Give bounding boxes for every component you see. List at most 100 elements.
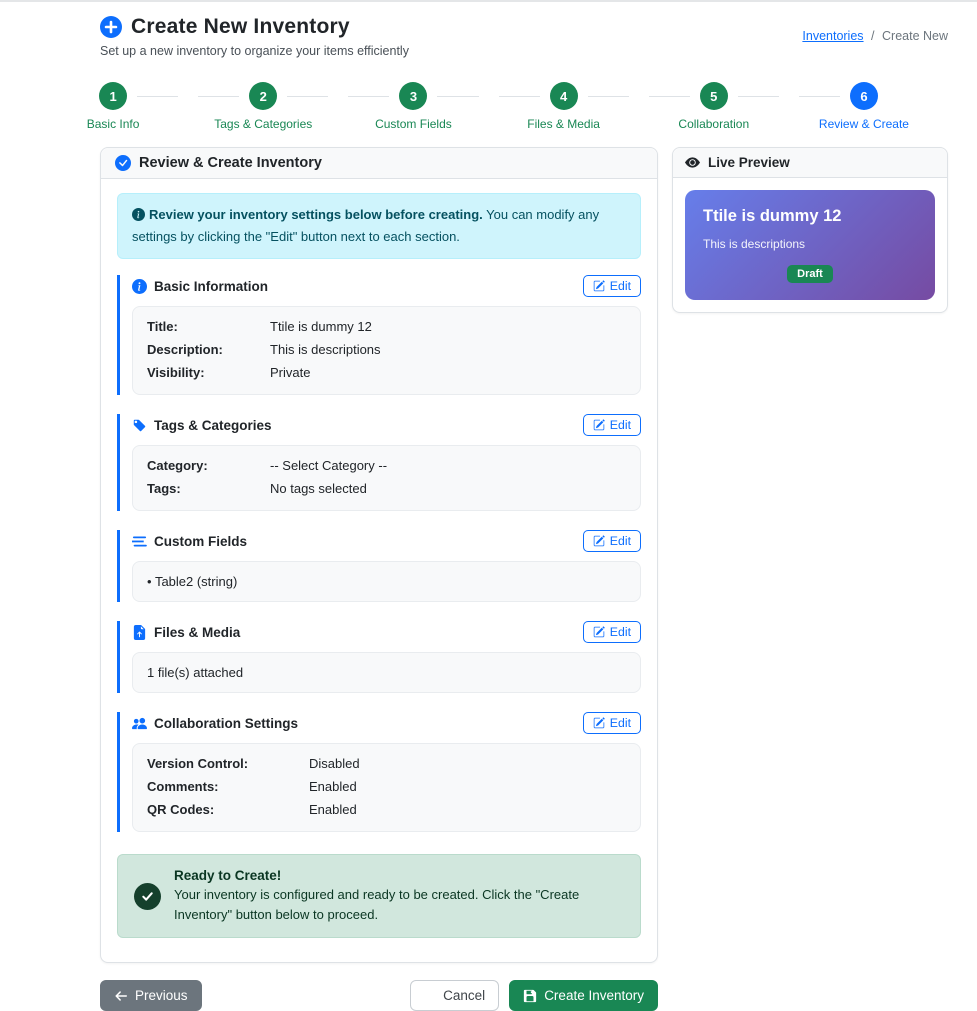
arrow-left-icon	[115, 991, 127, 1001]
edit-collaboration-button[interactable]: Edit	[582, 712, 641, 735]
step-circle: 2	[249, 82, 278, 110]
kv-row-comments: Comments: Enabled	[147, 779, 626, 794]
info-circle-icon	[132, 207, 145, 227]
kv-value: Private	[270, 365, 311, 381]
kv-value: This is descriptions	[270, 342, 381, 358]
kv-row-visibility: Visibility: Private	[147, 365, 626, 380]
step-circle: 3	[399, 82, 428, 110]
collaboration-box: Version Control: Disabled Comments: Enable…	[132, 743, 641, 833]
kv-row-tags: Tags: No tags selected	[147, 481, 626, 496]
step-connector	[287, 95, 329, 97]
kv-label: QR Codes:	[147, 802, 215, 818]
edit-icon	[593, 626, 605, 638]
users-icon	[132, 716, 147, 731]
kv-row-title: Title: Ttile is dummy 12	[147, 319, 626, 334]
x-icon	[426, 992, 434, 1000]
check-circle-icon	[115, 155, 131, 171]
edit-icon	[593, 280, 605, 292]
kv-label: Title:	[147, 319, 178, 335]
step-4-files-media[interactable]: 4 Files & Media	[489, 82, 639, 131]
breadcrumb-current: Create New	[882, 29, 948, 43]
section-custom-fields: Custom Fields Edit Table2 (string)	[117, 530, 641, 603]
section-tags-categories: Tags & Categories Edit Category: -- Selec…	[117, 414, 641, 512]
step-1-basic-info[interactable]: 1 Basic Info	[38, 82, 188, 131]
step-3-custom-fields[interactable]: 3 Custom Fields	[338, 82, 488, 131]
breadcrumb-separator: /	[871, 29, 875, 43]
ready-alert-title: Ready to Create!	[174, 868, 282, 884]
kv-value: Ttile is dummy 12	[270, 319, 372, 335]
kv-value: -- Select Category --	[270, 458, 388, 474]
save-icon	[524, 989, 537, 1002]
edit-tags-categories-button[interactable]: Edit	[582, 414, 641, 437]
kv-value: Enabled	[309, 779, 357, 795]
step-label: Collaboration	[678, 117, 750, 131]
step-label: Basic Info	[86, 117, 140, 131]
section-collaboration-settings: Collaboration Settings Edit Version Cont…	[117, 712, 641, 833]
create-inventory-button[interactable]: Create Inventory	[509, 980, 658, 1011]
files-attached-text: 1 file(s) attached	[147, 665, 244, 681]
step-connector	[648, 95, 690, 97]
step-label: Review & Create	[818, 117, 909, 131]
custom-fields-box: Table2 (string)	[132, 561, 641, 603]
step-5-collaboration[interactable]: 5 Collaboration	[639, 82, 789, 131]
kv-label: Comments:	[147, 779, 219, 795]
tags-categories-box: Category: -- Select Category -- Tags: No t…	[132, 445, 641, 512]
section-title: Basic Information	[154, 278, 269, 294]
cancel-button[interactable]: Cancel	[410, 980, 500, 1011]
step-2-tags-categories[interactable]: 2 Tags & Categories	[188, 82, 338, 131]
draft-status-badge: Draft	[787, 265, 833, 283]
live-preview-title: Live Preview	[708, 155, 790, 170]
inventory-preview-card: Ttile is dummy 12 This is descriptions D…	[685, 190, 935, 300]
step-connector	[737, 95, 779, 97]
previous-button[interactable]: Previous	[100, 980, 202, 1011]
section-files-media: Files & Media Edit 1 file(s) attached	[117, 621, 641, 694]
basic-info-box: Title: Ttile is dummy 12 Description: This…	[132, 306, 641, 396]
step-circle: 1	[99, 82, 128, 110]
edit-icon	[593, 717, 605, 729]
kv-value: No tags selected	[270, 481, 367, 497]
live-preview-card: Live Preview Ttile is dummy 12 This is d…	[672, 147, 948, 313]
edit-custom-fields-button[interactable]: Edit	[582, 530, 641, 553]
ready-alert-text-block: Ready to Create! Your inventory is confi…	[174, 868, 624, 924]
info-alert-text: You can modify any settings by clicking …	[132, 207, 600, 245]
section-title: Collaboration Settings	[154, 715, 299, 731]
title-block: Create New Inventory Set up a new invent…	[100, 15, 409, 58]
kv-row-category: Category: -- Select Category --	[147, 458, 626, 473]
kv-label: Category:	[147, 458, 208, 474]
step-connector	[798, 95, 840, 97]
ready-alert-text: Your inventory is configured and ready t…	[174, 887, 580, 922]
kv-label: Version Control:	[147, 756, 249, 772]
info-alert-bold: Review your inventory settings below bef…	[149, 207, 483, 222]
step-connector	[198, 95, 240, 97]
review-card-title: Review & Create Inventory	[139, 155, 322, 171]
tag-icon	[132, 418, 147, 433]
kv-row-version-control: Version Control: Disabled	[147, 756, 626, 771]
step-connector	[137, 95, 179, 97]
step-circle: 4	[549, 82, 578, 110]
step-circle: 6	[849, 82, 878, 110]
live-preview-header: Live Preview	[673, 148, 947, 178]
edit-files-media-button[interactable]: Edit	[582, 621, 641, 644]
kv-row-qr-codes: QR Codes: Enabled	[147, 802, 626, 817]
review-card-header: Review & Create Inventory	[101, 148, 657, 179]
wizard-footer: Previous Cancel Create Inventory	[100, 980, 658, 1011]
preview-inventory-title: Ttile is dummy 12	[703, 207, 842, 225]
step-circle: 5	[699, 82, 728, 110]
step-connector	[437, 95, 479, 97]
step-6-review-create[interactable]: 6 Review & Create	[789, 82, 939, 131]
section-title: Tags & Categories	[154, 417, 272, 433]
eye-icon	[685, 155, 700, 170]
edit-basic-info-button[interactable]: Edit	[582, 275, 641, 298]
file-upload-icon	[132, 624, 147, 640]
sliders-icon	[132, 534, 147, 549]
preview-inventory-description: This is descriptions	[703, 237, 806, 251]
edit-icon	[593, 419, 605, 431]
page-header: Create New Inventory Set up a new invent…	[0, 15, 977, 58]
kv-label: Tags:	[147, 481, 181, 497]
breadcrumb-link-inventories[interactable]: Inventories	[802, 29, 864, 43]
step-connector	[348, 95, 390, 97]
section-title: Files & Media	[154, 624, 241, 640]
step-label: Files & Media	[527, 117, 600, 131]
breadcrumb: Inventories / Create New	[802, 29, 948, 43]
